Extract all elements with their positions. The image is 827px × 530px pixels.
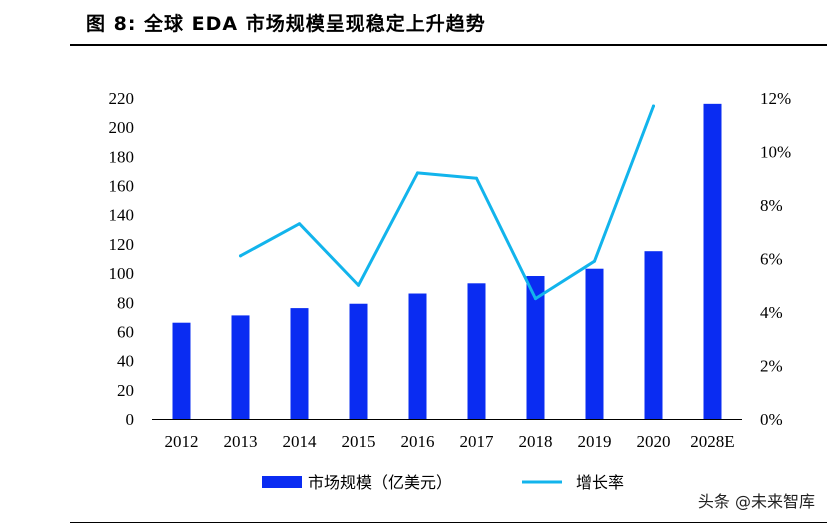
left-tick-label: 20 <box>117 381 134 400</box>
legend-bar-label: 市场规模（亿美元） <box>308 473 452 492</box>
legend: 市场规模（亿美元） 增长率 <box>262 473 624 492</box>
growth-point-2020 <box>652 104 655 108</box>
left-tick-label: 200 <box>109 118 135 137</box>
growth-point-2014 <box>298 222 301 226</box>
right-tick-label: 10% <box>760 143 791 162</box>
right-tick-label: 8% <box>760 196 783 215</box>
left-tick-label: 0 <box>126 410 135 429</box>
bar-2019 <box>585 268 604 419</box>
right-tick-label: 0% <box>760 410 783 429</box>
left-tick-label: 220 <box>109 89 135 108</box>
bar-2017 <box>467 283 486 419</box>
left-tick-label: 140 <box>109 206 135 225</box>
left-tick-label: 160 <box>109 177 135 196</box>
bar-2020 <box>644 251 663 419</box>
x-tick-label: 2018 <box>519 432 553 451</box>
legend-line-label: 增长率 <box>576 473 624 492</box>
x-tick-label: 2016 <box>401 432 435 451</box>
figure-title: 图 8: 全球 EDA 市场规模呈现稳定上升趋势 <box>86 13 486 35</box>
x-tick-label: 2019 <box>578 432 612 451</box>
bar-2015 <box>349 303 368 419</box>
watermark: 头条 @未来智库 <box>697 492 815 511</box>
growth-point-2018 <box>534 297 537 301</box>
left-tick-label: 60 <box>117 322 134 341</box>
title-rule <box>70 44 827 46</box>
right-tick-label: 2% <box>760 357 783 376</box>
growth-point-2017 <box>475 176 478 180</box>
growth-line <box>239 104 655 301</box>
growth-point-2019 <box>593 259 596 263</box>
right-tick-label: 6% <box>760 250 783 269</box>
x-tick-label: 2014 <box>283 432 318 451</box>
left-tick-label: 80 <box>117 293 134 312</box>
left-tick-label: 180 <box>109 147 135 166</box>
growth-point-2013 <box>239 254 242 258</box>
x-tick-label: 2017 <box>460 432 495 451</box>
x-tick-label: 2015 <box>342 432 376 451</box>
bar-2028E <box>703 103 722 419</box>
left-tick-label: 120 <box>109 235 135 254</box>
bar-2014 <box>290 308 309 419</box>
bar-2012 <box>172 322 191 419</box>
x-tick-label: 2020 <box>637 432 671 451</box>
bar-2013 <box>231 315 250 419</box>
x-tick-label: 2013 <box>224 432 258 451</box>
bar-2018 <box>526 276 545 419</box>
x-tick-label: 2028E <box>690 432 734 451</box>
x-axis-ticks: 2012 2013 2014 2015 2016 2017 2018 2019 2020 2028… <box>165 432 735 451</box>
right-axis-ticks: 0% 2% 4% 6% 8% 10% 12% <box>760 89 791 429</box>
left-tick-label: 40 <box>117 352 134 371</box>
left-axis-ticks: 0 20 40 60 80 100 120 140 160 180 200 220 <box>109 89 135 429</box>
legend-bar-swatch <box>262 476 302 488</box>
growth-line-group <box>239 104 655 301</box>
x-tick-label: 2012 <box>165 432 199 451</box>
bars <box>172 103 722 419</box>
bottom-rule <box>70 522 827 523</box>
growth-point-2015 <box>357 283 360 287</box>
right-tick-label: 12% <box>760 89 791 108</box>
right-tick-label: 4% <box>760 303 783 322</box>
bar-2016 <box>408 293 427 419</box>
left-tick-label: 100 <box>109 264 135 283</box>
growth-point-2016 <box>416 171 419 175</box>
